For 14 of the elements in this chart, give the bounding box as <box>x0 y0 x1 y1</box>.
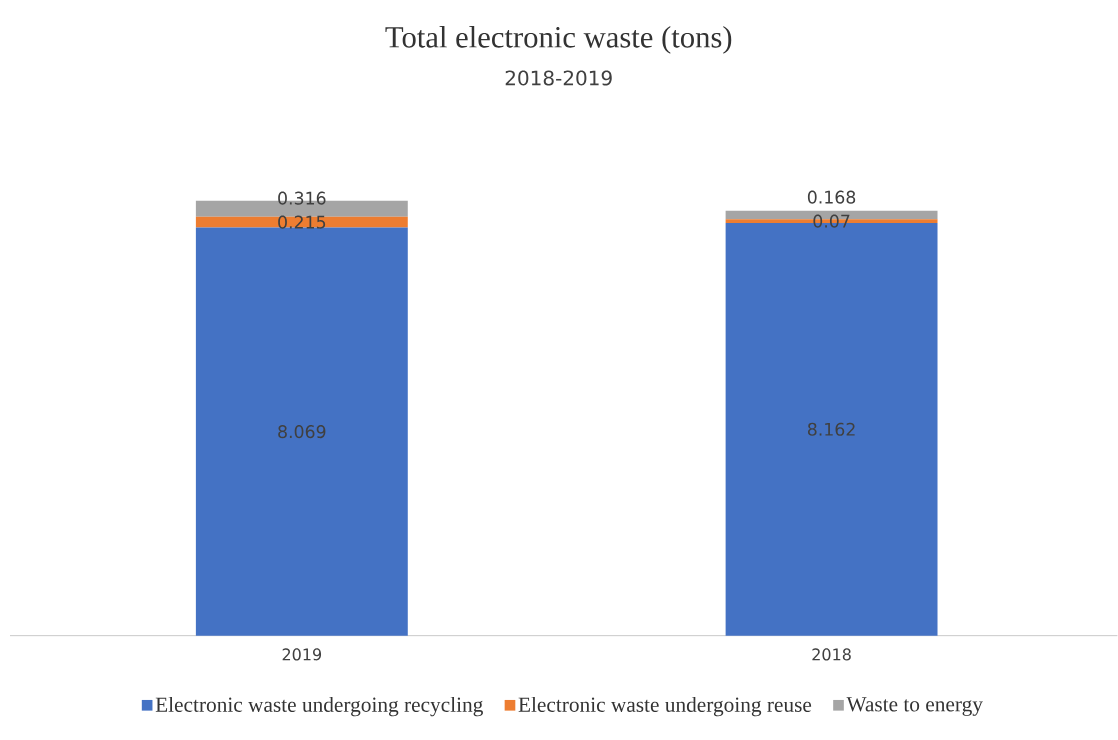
chart-subtitle: 2018-2019 <box>505 70 612 86</box>
data-label: 0.316 <box>278 191 326 205</box>
legend-label: Electronic waste undergoing reuse <box>518 697 812 717</box>
data-label: 0.168 <box>807 190 856 204</box>
data-label: 8.162 <box>807 422 855 437</box>
data-label: 0.215 <box>278 215 326 229</box>
chart-title: Total electronic waste (tons) <box>385 26 732 55</box>
bar <box>195 227 408 636</box>
x-tick-label: 2019 <box>282 648 322 661</box>
legend-label: Electronic waste undergoing recycling <box>155 697 483 717</box>
data-label: 8.069 <box>278 425 326 439</box>
legend-label: Waste to energy <box>846 697 983 717</box>
bar <box>195 216 408 228</box>
x-tick-label: 2018 <box>812 648 851 661</box>
